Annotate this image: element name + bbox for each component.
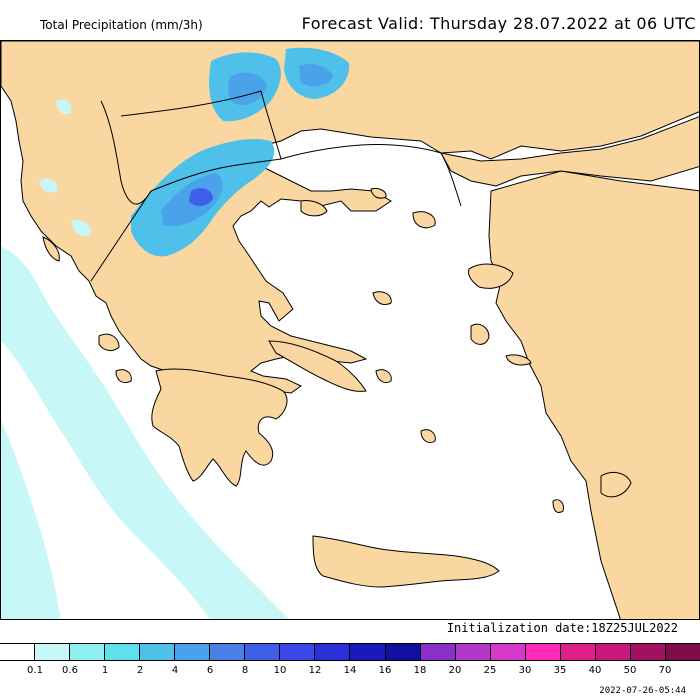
peloponnese [151, 368, 288, 487]
country-borders [90, 90, 462, 282]
precipitation-map [0, 40, 700, 620]
precip-band-ionian [41, 321, 119, 436]
balkans-mainland [1, 41, 699, 394]
andros-island [375, 369, 392, 384]
border-albania-north [100, 100, 152, 205]
legend-swatch [525, 644, 561, 660]
map-canvas [1, 41, 699, 619]
thrace-east [440, 116, 699, 187]
lesvos-island [468, 263, 514, 289]
anatolia-west [488, 170, 699, 619]
legend-tick-label: 70 [658, 665, 672, 676]
legend-swatch [315, 644, 351, 660]
legend-swatch [245, 644, 281, 660]
karpathos-island [552, 499, 564, 514]
legend-tick-label: 0.6 [62, 665, 78, 676]
initialization-date: Initialization date:18Z25JUL2022 [446, 621, 678, 635]
legend-tick-labels: 0.1 0.6 1 2 4 6 8 10 12 14 16 18 20 25 30 35 40 50 70 [0, 665, 700, 679]
legend-swatch [665, 644, 700, 660]
precipitation-sea-bands [1, 246, 290, 619]
legend-tick-label: 6 [206, 665, 214, 676]
samothrace-island [370, 188, 387, 199]
legend-swatch [490, 644, 526, 660]
legend-tick-label: 30 [518, 665, 532, 676]
precip-north-peak [189, 188, 213, 207]
legend-swatch [175, 644, 211, 660]
legend-tick-label: 2 [136, 665, 144, 676]
precipitation-legend [0, 643, 700, 661]
legend-swatch [595, 644, 631, 660]
legend-swatch [560, 644, 596, 660]
legend-tick-label: 10 [273, 665, 287, 676]
legend-swatch [385, 644, 421, 660]
legend-tick-label: 0.1 [27, 665, 43, 676]
legend-swatch [350, 644, 386, 660]
legend-tick-label: 35 [553, 665, 567, 676]
legend-swatch [630, 644, 666, 660]
legend-tick-label: 40 [588, 665, 602, 676]
skyros-island [372, 291, 392, 306]
legend-tick-label: 50 [623, 665, 637, 676]
precip-north-core-3 [299, 64, 333, 87]
legend-tick-label: 20 [448, 665, 462, 676]
corfu-island [42, 236, 60, 262]
legend-swatch [455, 644, 491, 660]
land-masses [1, 41, 699, 619]
crete-island [312, 535, 500, 588]
legend-tick-label: 12 [308, 665, 322, 676]
legend-swatch [420, 644, 456, 660]
border-bulgaria-north [260, 90, 282, 160]
generation-timestamp: 2022-07-26-05:44 [599, 686, 686, 696]
border-albania-greece [90, 190, 152, 282]
precip-band-light-west [1, 246, 290, 619]
legend-tick-label: 4 [171, 665, 179, 676]
samos-island [505, 354, 532, 366]
legend-swatch [140, 644, 176, 660]
evia-island [268, 340, 367, 392]
legend-swatch [35, 644, 71, 660]
limnos-island [412, 211, 436, 229]
border-serbia [120, 90, 262, 117]
legend-swatch [280, 644, 316, 660]
legend-tick-label: 8 [241, 665, 249, 676]
legend-tick-label: 25 [483, 665, 497, 676]
zakynthos-island [115, 369, 132, 384]
forecast-valid-label: Forecast Valid: Thursday 28.07.2022 at 0… [301, 14, 696, 33]
legend-tick-label: 16 [378, 665, 392, 676]
legend-swatch [105, 644, 141, 660]
legend-tick-label: 18 [413, 665, 427, 676]
map-header: Total Precipitation (mm/3h) Forecast Val… [0, 0, 700, 40]
legend-swatch [210, 644, 246, 660]
naxos-island [420, 429, 436, 444]
rhodes-island [600, 472, 632, 498]
precip-band-light-southwest [1, 421, 61, 619]
border-greece-turkey [440, 152, 462, 207]
legend-tick-label: 1 [101, 665, 109, 676]
thassos-island [300, 200, 328, 217]
legend-swatch [0, 644, 36, 660]
border-bulgaria [280, 143, 442, 160]
chios-island [470, 323, 490, 345]
kefalonia-island [98, 333, 120, 352]
legend-swatch [70, 644, 106, 660]
product-title: Total Precipitation (mm/3h) [40, 18, 203, 32]
legend-tick-label: 14 [343, 665, 357, 676]
border-north-macedonia [150, 158, 282, 192]
